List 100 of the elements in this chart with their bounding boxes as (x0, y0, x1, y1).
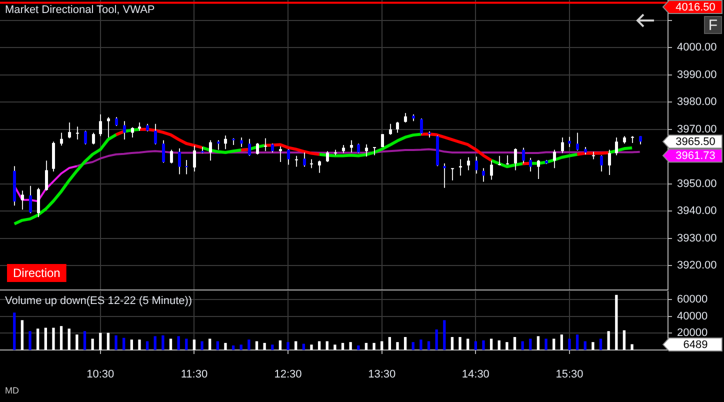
candlestick (37, 187, 40, 218)
candlestick (568, 136, 571, 148)
candlestick (162, 140, 165, 164)
bar (271, 344, 274, 350)
candlestick (467, 156, 470, 171)
bar (544, 338, 548, 350)
candlestick (404, 112, 407, 124)
bar (607, 331, 610, 350)
bar (576, 334, 579, 350)
x-tick-label: 15:30 (556, 368, 584, 381)
candlestick (365, 144, 368, 158)
bar (506, 342, 508, 350)
bar (44, 328, 47, 350)
x-tick-label: 11:30 (180, 368, 208, 381)
candlestick (29, 185, 32, 214)
candlestick (185, 159, 188, 175)
bar (294, 341, 298, 350)
bar (224, 342, 227, 350)
candlestick (537, 159, 540, 180)
bar (76, 334, 78, 350)
bar (443, 320, 446, 350)
candlestick (576, 132, 579, 151)
x-tick-label: 14:30 (462, 368, 490, 381)
candlestick (217, 140, 220, 150)
bar (584, 341, 586, 350)
text: 3961.73 (676, 150, 716, 162)
bar (552, 338, 556, 350)
candlestick (522, 147, 525, 164)
x-tick-label: 13:30 (368, 368, 396, 381)
bar (341, 342, 344, 350)
candlestick (326, 150, 329, 163)
candlestick (287, 148, 290, 166)
bar (310, 344, 313, 350)
bar (185, 338, 188, 350)
candlestick (21, 190, 24, 210)
bar (114, 335, 118, 350)
candlestick (318, 160, 321, 174)
candlestick (256, 142, 259, 156)
candlestick (248, 138, 251, 156)
bar (286, 342, 290, 350)
bar (91, 338, 94, 350)
bar (130, 340, 133, 350)
candlestick (99, 114, 102, 137)
bar (427, 341, 430, 350)
bar (99, 332, 102, 350)
bar (568, 338, 571, 350)
candlestick (615, 137, 618, 156)
y-tick-label: 20000 (677, 327, 708, 340)
bar (20, 320, 24, 350)
bar (450, 337, 454, 350)
candlestick (107, 116, 110, 138)
bar (474, 341, 477, 350)
bar (302, 344, 305, 350)
candlestick (303, 152, 306, 168)
y-tick-label: 60000 (677, 293, 708, 306)
text: 6489 (683, 339, 708, 352)
bar (412, 342, 414, 350)
bar (263, 342, 266, 350)
bar (192, 340, 196, 350)
bar (529, 338, 532, 350)
bar (13, 312, 16, 350)
candlestick (514, 148, 517, 171)
bar (146, 341, 149, 350)
bar (52, 328, 55, 350)
annotation: Direction (13, 266, 60, 280)
bar (357, 345, 360, 350)
candlestick (600, 154, 603, 172)
text: MD (5, 385, 20, 396)
bar (490, 338, 493, 350)
bar (458, 337, 462, 350)
candlestick (451, 168, 454, 181)
candlestick (561, 137, 564, 154)
y-tick-label: 3940.00 (677, 205, 717, 218)
bar (326, 341, 328, 350)
x-tick-label: 12:30 (274, 368, 302, 381)
candlestick (396, 121, 399, 134)
bar (536, 336, 540, 350)
candlestick (60, 132, 63, 146)
candlestick (553, 149, 556, 169)
candlestick (154, 123, 157, 145)
bar (248, 340, 250, 350)
bar (560, 334, 564, 350)
y-tick-label: 3970.00 (677, 123, 717, 136)
bar (162, 335, 164, 350)
bar (404, 337, 407, 350)
bar (83, 331, 86, 350)
candlestick (498, 155, 501, 166)
candlestick (482, 168, 485, 182)
bar (396, 342, 399, 350)
bar (36, 328, 40, 350)
bar (380, 341, 384, 350)
text: 3965.50 (676, 136, 716, 148)
candlestick (178, 148, 181, 175)
bar (498, 340, 500, 350)
bar (216, 341, 219, 350)
bar (420, 340, 422, 350)
candlestick (506, 154, 509, 166)
bar (169, 338, 172, 350)
bar (240, 344, 242, 350)
y-tick-label: 3980.00 (677, 96, 717, 108)
